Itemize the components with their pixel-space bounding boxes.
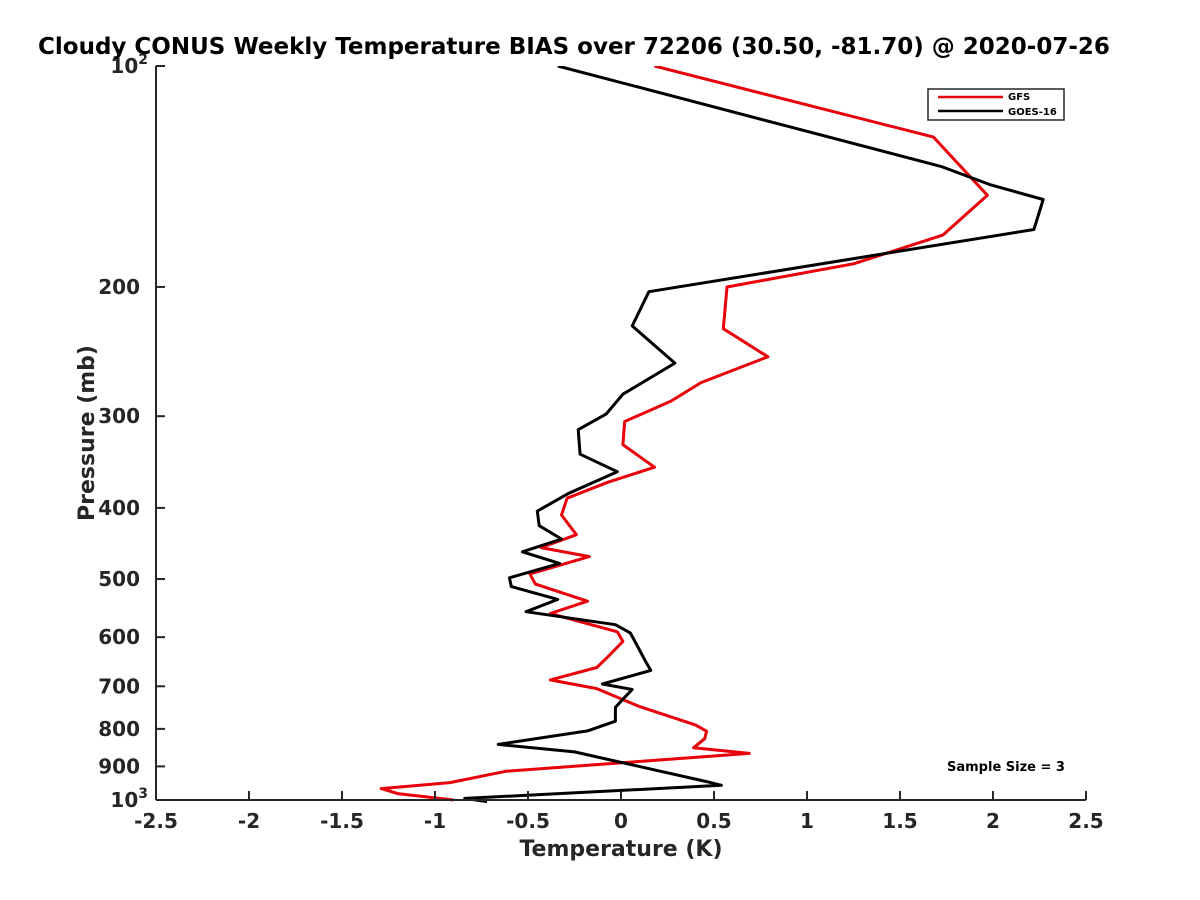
y-tick-label: 700: [98, 674, 140, 698]
y-tick-label: 600: [98, 625, 140, 649]
x-tick-label: -1.5: [320, 809, 364, 833]
x-tick-label: 1.5: [882, 809, 917, 833]
y-tick-label: 300: [98, 404, 140, 428]
legend: GFS GOES-16: [927, 88, 1065, 121]
series-line-gfs: [379, 66, 989, 802]
x-tick-label: -2: [238, 809, 260, 833]
x-tick-label: -0.5: [506, 809, 550, 833]
y-tick-label: 200: [98, 275, 140, 299]
y-tick-label: 102: [110, 52, 148, 78]
legend-label-gfs: GFS: [1008, 92, 1030, 103]
x-axis-label: Temperature (K): [519, 837, 722, 862]
x-tick-label: 0: [614, 809, 628, 833]
y-tick-label: 400: [98, 496, 140, 520]
sample-size-note: Sample Size = 3: [947, 760, 1065, 775]
y-tick-label: 900: [98, 754, 140, 778]
x-tick-label: 2: [986, 809, 1000, 833]
legend-box: [927, 88, 1065, 121]
x-tick-label: -1: [424, 809, 446, 833]
y-tick-label: 800: [98, 717, 140, 741]
x-ticks: -2.5 -2 -1.5 -1 -0.5 0 0.5 1 1.5 2 2.5: [134, 791, 1104, 833]
x-tick-label: 0.5: [696, 809, 731, 833]
y-tick-label: 103: [110, 786, 148, 812]
x-tick-label: -2.5: [134, 809, 178, 833]
y-ticks: 102 200 300 400 500 600 700 800 900 103: [98, 52, 165, 812]
axes-background: [156, 66, 1086, 800]
y-axis-label: Pressure (mb): [75, 345, 100, 521]
chart-title: Cloudy CONUS Weekly Temperature BIAS ove…: [38, 34, 1110, 60]
legend-label-goes16: GOES-16: [1008, 107, 1057, 118]
plot-area: [156, 66, 1086, 800]
series-line-goes-16: [463, 66, 1045, 804]
x-tick-label: 2.5: [1068, 809, 1103, 833]
x-tick-label: 1: [800, 809, 814, 833]
y-tick-label: 500: [98, 567, 140, 591]
series-layer: [379, 66, 1045, 804]
